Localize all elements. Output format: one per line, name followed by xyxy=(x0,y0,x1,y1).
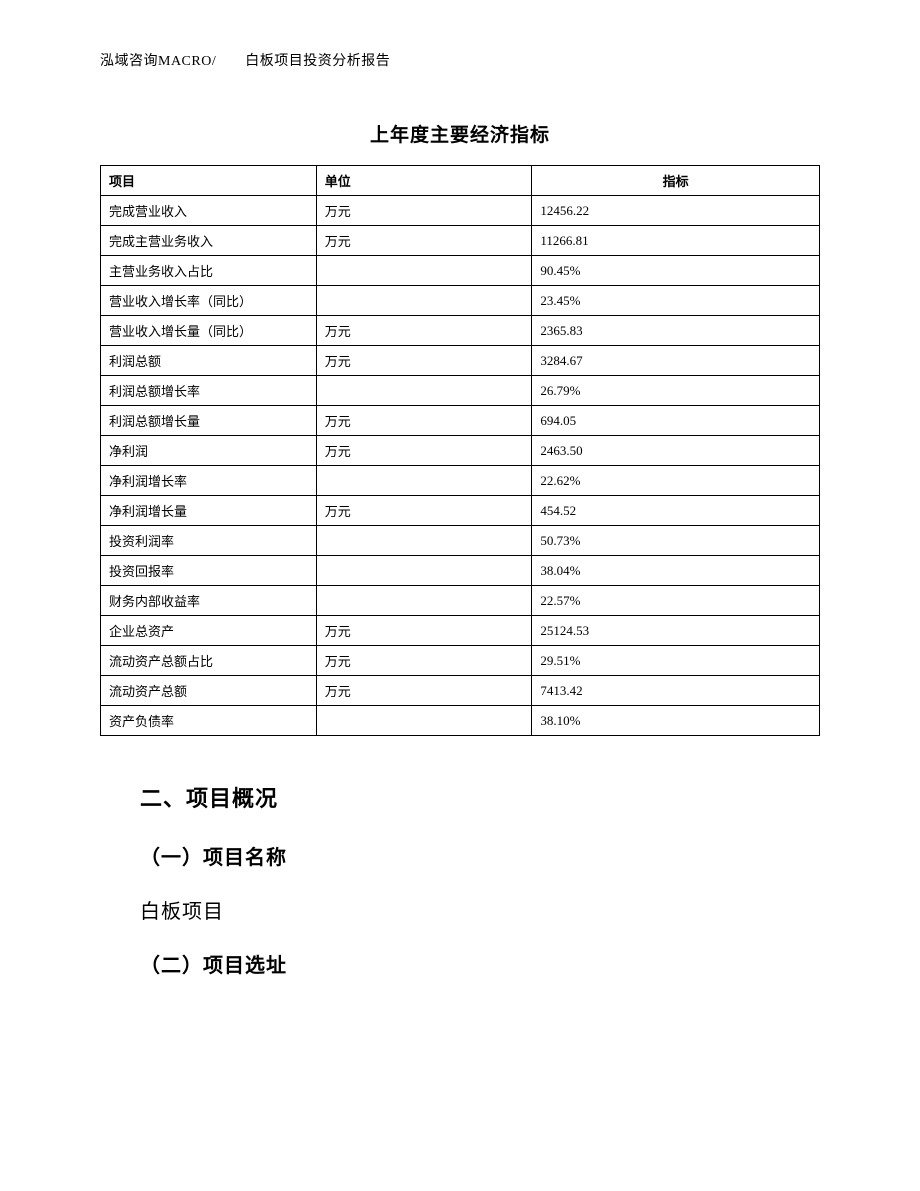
cell-unit xyxy=(316,256,532,286)
cell-unit xyxy=(316,526,532,556)
section-heading-2: 二、项目概况 xyxy=(140,781,820,813)
cell-indicator: 3284.67 xyxy=(532,346,820,376)
cell-indicator: 2463.50 xyxy=(532,436,820,466)
cell-project: 流动资产总额 xyxy=(101,676,317,706)
cell-project: 净利润 xyxy=(101,436,317,466)
table-row: 主营业务收入占比 90.45% xyxy=(101,256,820,286)
cell-unit: 万元 xyxy=(316,406,532,436)
cell-unit: 万元 xyxy=(316,226,532,256)
cell-project: 流动资产总额占比 xyxy=(101,646,317,676)
cell-indicator: 38.10% xyxy=(532,706,820,736)
cell-unit xyxy=(316,286,532,316)
cell-indicator: 22.57% xyxy=(532,586,820,616)
sub-heading-1: （一）项目名称 xyxy=(140,841,820,870)
cell-unit: 万元 xyxy=(316,346,532,376)
cell-unit: 万元 xyxy=(316,496,532,526)
cell-project: 净利润增长率 xyxy=(101,466,317,496)
cell-unit xyxy=(316,376,532,406)
document-page: 泓域咨询MACRO/ 白板项目投资分析报告 上年度主要经济指标 项目 单位 指标… xyxy=(0,0,920,978)
cell-indicator: 26.79% xyxy=(532,376,820,406)
cell-project: 财务内部收益率 xyxy=(101,586,317,616)
cell-indicator: 29.51% xyxy=(532,646,820,676)
cell-indicator: 90.45% xyxy=(532,256,820,286)
table-header-row: 项目 单位 指标 xyxy=(101,166,820,196)
cell-project: 利润总额增长率 xyxy=(101,376,317,406)
cell-unit: 万元 xyxy=(316,646,532,676)
table-row: 利润总额增长率 26.79% xyxy=(101,376,820,406)
table-row: 利润总额增长量万元694.05 xyxy=(101,406,820,436)
cell-project: 利润总额增长量 xyxy=(101,406,317,436)
table-row: 净利润增长量万元454.52 xyxy=(101,496,820,526)
table-row: 净利润万元2463.50 xyxy=(101,436,820,466)
table-row: 企业总资产万元25124.53 xyxy=(101,616,820,646)
page-header: 泓域咨询MACRO/ 白板项目投资分析报告 xyxy=(100,50,820,70)
col-header-unit: 单位 xyxy=(316,166,532,196)
cell-indicator: 11266.81 xyxy=(532,226,820,256)
cell-unit: 万元 xyxy=(316,316,532,346)
economic-indicators-table: 项目 单位 指标 完成营业收入万元12456.22 完成主营业务收入万元1126… xyxy=(100,165,820,736)
cell-project: 完成营业收入 xyxy=(101,196,317,226)
cell-project: 主营业务收入占比 xyxy=(101,256,317,286)
cell-indicator: 38.04% xyxy=(532,556,820,586)
cell-indicator: 25124.53 xyxy=(532,616,820,646)
cell-indicator: 22.62% xyxy=(532,466,820,496)
cell-indicator: 23.45% xyxy=(532,286,820,316)
cell-indicator: 50.73% xyxy=(532,526,820,556)
table-row: 流动资产总额万元7413.42 xyxy=(101,676,820,706)
cell-unit xyxy=(316,706,532,736)
table-row: 完成主营业务收入万元11266.81 xyxy=(101,226,820,256)
table-row: 利润总额万元3284.67 xyxy=(101,346,820,376)
sub-heading-2: （二）项目选址 xyxy=(140,949,820,978)
table-row: 资产负债率 38.10% xyxy=(101,706,820,736)
cell-unit: 万元 xyxy=(316,436,532,466)
table-row: 营业收入增长量（同比）万元2365.83 xyxy=(101,316,820,346)
table-row: 投资回报率 38.04% xyxy=(101,556,820,586)
table-row: 流动资产总额占比万元29.51% xyxy=(101,646,820,676)
table-body: 完成营业收入万元12456.22 完成主营业务收入万元11266.81 主营业务… xyxy=(101,196,820,736)
cell-indicator: 7413.42 xyxy=(532,676,820,706)
cell-project: 企业总资产 xyxy=(101,616,317,646)
table-row: 财务内部收益率 22.57% xyxy=(101,586,820,616)
cell-unit xyxy=(316,466,532,496)
cell-unit xyxy=(316,556,532,586)
cell-project: 营业收入增长量（同比） xyxy=(101,316,317,346)
cell-indicator: 12456.22 xyxy=(532,196,820,226)
cell-unit xyxy=(316,586,532,616)
cell-project: 营业收入增长率（同比） xyxy=(101,286,317,316)
cell-project: 投资回报率 xyxy=(101,556,317,586)
cell-indicator: 2365.83 xyxy=(532,316,820,346)
col-header-indicator: 指标 xyxy=(532,166,820,196)
col-header-project: 项目 xyxy=(101,166,317,196)
table-row: 完成营业收入万元12456.22 xyxy=(101,196,820,226)
cell-project: 资产负债率 xyxy=(101,706,317,736)
cell-unit: 万元 xyxy=(316,196,532,226)
cell-project: 投资利润率 xyxy=(101,526,317,556)
table-title: 上年度主要经济指标 xyxy=(100,120,820,147)
body-text-1: 白板项目 xyxy=(140,895,820,924)
cell-unit: 万元 xyxy=(316,676,532,706)
table-row: 净利润增长率 22.62% xyxy=(101,466,820,496)
cell-indicator: 694.05 xyxy=(532,406,820,436)
cell-project: 利润总额 xyxy=(101,346,317,376)
cell-project: 净利润增长量 xyxy=(101,496,317,526)
cell-project: 完成主营业务收入 xyxy=(101,226,317,256)
cell-indicator: 454.52 xyxy=(532,496,820,526)
table-row: 营业收入增长率（同比） 23.45% xyxy=(101,286,820,316)
cell-unit: 万元 xyxy=(316,616,532,646)
table-row: 投资利润率 50.73% xyxy=(101,526,820,556)
